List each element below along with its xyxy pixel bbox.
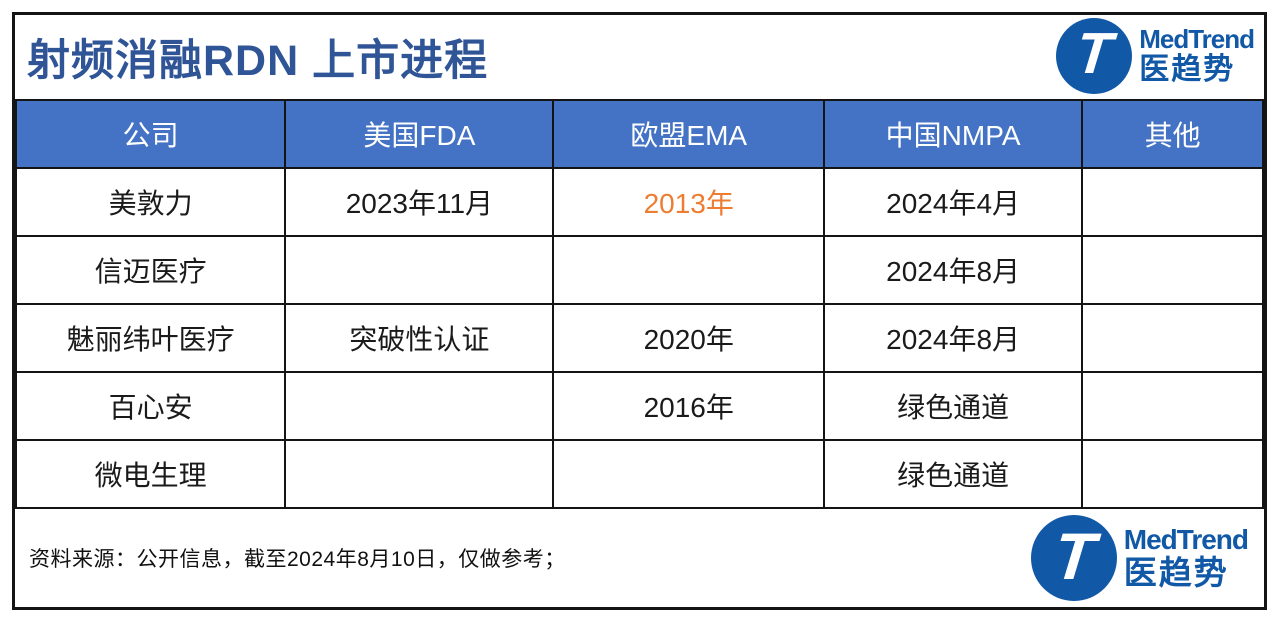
footer-band: 资料来源：公开信息，截至2024年8月10日，仅做参考； T MedTrend … (15, 509, 1264, 607)
medtrend-t-icon: T (1030, 515, 1117, 601)
company-cell: 信迈医疗 (14, 235, 287, 305)
slide-frame: 射频消融RDN 上市进程 T MedTrend 医趋势 公司 美国FDA 欧盟E… (12, 12, 1267, 610)
header-other: 其他 (1081, 99, 1264, 169)
fda-cell (284, 439, 555, 509)
ema-cell (552, 439, 826, 509)
other-cell (1081, 371, 1264, 441)
logo-name-en: MedTrend (1123, 524, 1249, 556)
medtrend-logo-bottom: T MedTrend 医趋势 (1030, 515, 1249, 601)
nmpa-cell: 2024年8月 (823, 235, 1084, 305)
logo-t-glyph: T (1049, 518, 1099, 593)
company-cell: 美敦力 (14, 167, 287, 237)
table-header-row: 公司 美国FDA 欧盟EMA 中国NMPA 其他 (14, 99, 1264, 169)
logo-t-glyph: T (1073, 20, 1116, 86)
fda-cell: 突破性认证 (284, 303, 555, 373)
nmpa-cell: 2024年8月 (823, 303, 1084, 373)
medtrend-t-icon: T (1056, 18, 1133, 94)
ema-cell-highlighted: 2013年 (552, 167, 826, 237)
table-row: 魅丽纬叶医疗 突破性认证 2020年 2024年8月 (14, 303, 1264, 373)
company-cell: 魅丽纬叶医疗 (14, 303, 287, 373)
ema-cell (552, 235, 826, 305)
page-title: 射频消融RDN 上市进程 (27, 37, 489, 85)
ema-cell: 2016年 (552, 371, 826, 441)
logo-wordmark: MedTrend 医趋势 (1123, 524, 1249, 591)
source-note: 资料来源：公开信息，截至2024年8月10日，仅做参考； (29, 548, 566, 571)
other-cell (1081, 235, 1264, 305)
table-row: 信迈医疗 2024年8月 (14, 235, 1264, 305)
nmpa-cell: 2024年4月 (823, 167, 1084, 237)
table-row: 百心安 2016年 绿色通道 (14, 371, 1264, 441)
header-fda: 美国FDA (284, 99, 555, 169)
logo-wordmark: MedTrend 医趋势 (1139, 23, 1255, 87)
fda-cell (284, 371, 555, 441)
logo-name-en: MedTrend (1139, 23, 1255, 54)
other-cell (1081, 167, 1264, 237)
company-cell: 微电生理 (14, 439, 287, 509)
logo-name-zh: 医趋势 (1139, 53, 1236, 87)
header-nmpa: 中国NMPA (823, 99, 1084, 169)
rdn-progress-table: 公司 美国FDA 欧盟EMA 中国NMPA 其他 美敦力 2023年11月 20… (14, 99, 1264, 509)
logo-name-zh: 医趋势 (1123, 553, 1229, 591)
other-cell (1081, 303, 1264, 373)
table-row: 微电生理 绿色通道 (14, 439, 1264, 509)
nmpa-cell: 绿色通道 (823, 439, 1084, 509)
header-ema: 欧盟EMA (552, 99, 826, 169)
medtrend-logo-top: T MedTrend 医趋势 (1056, 18, 1255, 94)
other-cell (1081, 439, 1264, 509)
company-cell: 百心安 (14, 371, 287, 441)
header-company: 公司 (14, 99, 287, 169)
fda-cell (284, 235, 555, 305)
title-band: 射频消融RDN 上市进程 T MedTrend 医趋势 (15, 15, 1264, 99)
table-row: 美敦力 2023年11月 2013年 2024年4月 (14, 167, 1264, 237)
fda-cell: 2023年11月 (284, 167, 555, 237)
nmpa-cell: 绿色通道 (823, 371, 1084, 441)
ema-cell: 2020年 (552, 303, 826, 373)
